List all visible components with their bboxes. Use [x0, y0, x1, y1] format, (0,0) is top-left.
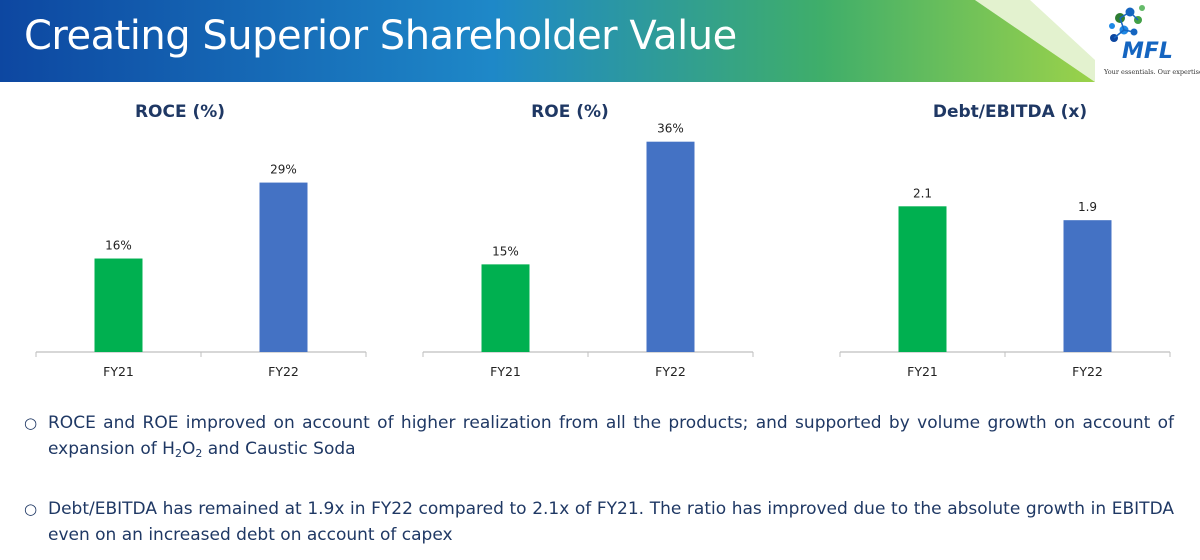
chart-title-roce: ROCE (%) [134, 102, 226, 122]
data-label: 36% [657, 122, 684, 136]
bullet-debt-ebitda: ○ Debt/EBITDA has remained at 1.9x in FY… [24, 496, 1174, 548]
mfl-logo: MFL [1109, 5, 1173, 64]
bullet-text-part: and Caustic Soda [202, 439, 356, 459]
molecule-icon [1109, 5, 1145, 42]
bullet-text-part: ROCE and ROE improved on account of high… [48, 413, 1174, 459]
bullet-roce-roe: ○ ROCE and ROE improved on account of hi… [24, 410, 1174, 462]
category-label: FY21 [490, 364, 521, 379]
bullet-text: Debt/EBITDA has remained at 1.9x in FY22… [48, 499, 1174, 545]
category-label: FY21 [907, 364, 938, 379]
chart-title-debt-ebitda: Debt/EBITDA (x) [932, 102, 1088, 122]
bullet-marker: ○ [24, 500, 38, 518]
bullet-text-part: O [181, 439, 196, 459]
data-label: 29% [270, 163, 297, 177]
data-label: 1.9 [1078, 200, 1097, 214]
bullet-marker: ○ [24, 414, 38, 432]
title-banner [0, 0, 1095, 82]
category-label: FY22 [268, 364, 299, 379]
category-label: FY21 [103, 364, 134, 379]
chart-debt-ebitda: 2.1 FY21 1.9 FY22 [839, 186, 1171, 379]
bar-fy21 [898, 206, 947, 352]
bullet-text: ROCE and ROE improved on account of high… [48, 410, 1174, 462]
bar-fy21 [481, 264, 530, 352]
logo-text: MFL [1122, 39, 1173, 64]
chart-roce: 16% FY21 29% FY22 [35, 163, 367, 379]
logo-tagline: Your essentials. Our expertise. [1104, 68, 1200, 76]
bar-fy22 [646, 141, 695, 352]
chart-roe: 15% FY21 36% FY22 [422, 122, 754, 379]
data-label: 15% [492, 244, 519, 258]
subscript: 2 [174, 447, 182, 460]
bar-fy21 [94, 258, 143, 352]
category-label: FY22 [655, 364, 686, 379]
page-title: Creating Superior Shareholder Value [24, 13, 737, 59]
bar-fy22 [259, 182, 308, 352]
data-label: 16% [105, 239, 132, 253]
data-label: 2.1 [913, 186, 932, 200]
chart-title-roe: ROE (%) [531, 102, 609, 122]
bar-fy22 [1063, 220, 1112, 352]
category-label: FY22 [1072, 364, 1103, 379]
subscript: 2 [195, 447, 203, 460]
